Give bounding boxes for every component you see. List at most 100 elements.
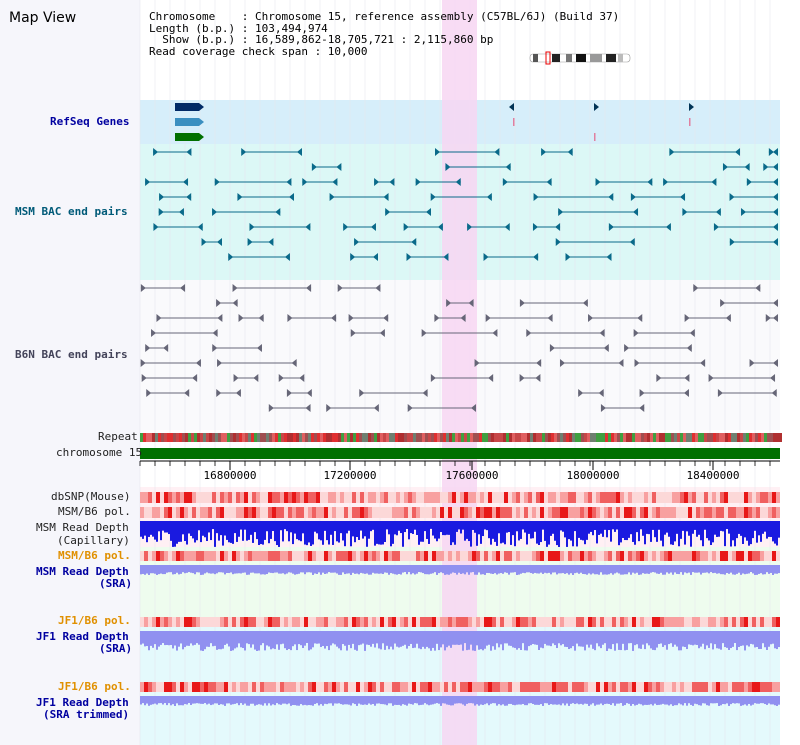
depth-bar <box>290 696 292 706</box>
heat-cell <box>504 492 508 503</box>
heat-cell <box>304 507 308 518</box>
depth-bar <box>144 565 146 575</box>
depth-bar <box>294 565 296 575</box>
heat-cell <box>524 507 528 518</box>
depth-bar <box>266 696 268 706</box>
depth-bar <box>494 521 496 542</box>
heat-cell <box>696 507 700 518</box>
repeat-segment <box>464 433 467 442</box>
heat-cell <box>512 492 516 503</box>
depth-bar <box>654 631 656 651</box>
depth-bar <box>566 565 568 574</box>
depth-bar <box>210 565 212 574</box>
heat-cell <box>488 507 492 518</box>
repeat-segment <box>554 433 557 442</box>
heat-cell <box>236 551 240 561</box>
depth-bar <box>752 696 754 705</box>
track-label-refseq[interactable]: RefSeq Genes <box>50 115 130 128</box>
repeat-segment <box>383 433 386 442</box>
depth-bar <box>750 696 752 706</box>
heat-cell <box>708 492 712 503</box>
heat-cell <box>612 507 616 518</box>
track-label-b6n-bac[interactable]: B6N BAC end pairs <box>15 348 128 361</box>
depth-bar <box>408 631 410 647</box>
depth-bar <box>286 696 288 705</box>
depth-bar <box>450 521 452 546</box>
track-label-msm-bac[interactable]: MSM BAC end pairs <box>15 205 128 218</box>
depth-bar <box>182 696 184 706</box>
depth-bar <box>162 565 164 575</box>
depth-bar <box>360 521 362 531</box>
depth-bar <box>540 631 542 648</box>
heat-cell <box>420 617 424 627</box>
depth-bar <box>390 696 392 704</box>
depth-bar <box>666 696 668 705</box>
repeat-segment <box>545 433 548 442</box>
heat-cell <box>344 617 348 627</box>
depth-bar <box>252 696 254 704</box>
heat-cell <box>160 682 164 692</box>
depth-bar <box>212 696 214 705</box>
depth-bar <box>444 565 446 575</box>
depth-bar <box>452 521 454 543</box>
bac-end-arrow <box>426 208 432 216</box>
depth-bar <box>656 521 658 542</box>
depth-bar <box>172 521 174 547</box>
bac-end-arrow <box>197 223 203 231</box>
bac-end-arrow <box>693 284 699 292</box>
depth-bar <box>282 631 284 644</box>
heat-cell <box>568 507 572 518</box>
heat-cell <box>148 492 152 503</box>
heat-cell <box>432 507 436 518</box>
b6n-bac-features[interactable] <box>140 284 778 412</box>
bac-end-arrow <box>375 284 381 292</box>
heat-cell <box>504 551 508 561</box>
depth-bar <box>404 565 406 573</box>
depth-bar <box>578 565 580 574</box>
repeat-segment <box>548 433 551 442</box>
repeat-segment <box>233 433 236 442</box>
repeat-segment <box>401 433 404 442</box>
heat-cell <box>456 617 460 627</box>
heat-cell <box>588 617 592 627</box>
depth-bar <box>476 565 478 575</box>
refseq-gene-marks[interactable] <box>509 103 694 141</box>
heat-cell <box>560 492 564 503</box>
depth-bar <box>444 696 446 704</box>
heat-cell <box>752 617 756 627</box>
bac-end-arrow <box>407 404 413 412</box>
depth-bar <box>386 521 388 530</box>
depth-bar <box>312 521 314 545</box>
depth-bar <box>212 631 214 647</box>
heat-cell <box>656 617 660 627</box>
heat-cell <box>656 507 660 518</box>
bac-end-arrow <box>720 299 726 307</box>
heat-cell <box>140 682 144 692</box>
heat-cell <box>332 492 336 503</box>
depth-bar <box>216 565 218 574</box>
heat-cell <box>672 507 676 518</box>
heat-cell <box>316 492 320 503</box>
depth-bar <box>356 565 358 574</box>
depth-bar <box>448 521 450 535</box>
depth-bar <box>526 521 528 545</box>
heat-cell <box>228 617 232 627</box>
depth-bar <box>310 631 312 650</box>
depth-bar <box>266 631 268 646</box>
depth-bar <box>696 696 698 705</box>
chromosome-ideogram[interactable] <box>529 51 631 65</box>
heat-cell <box>240 551 244 561</box>
heat-cell <box>220 551 224 561</box>
bac-end-arrow <box>494 148 500 156</box>
heat-cell <box>280 551 284 561</box>
heat-cell <box>484 551 488 561</box>
msm-bac-features[interactable] <box>145 148 778 261</box>
depth-bar <box>766 696 768 705</box>
depth-bar <box>708 565 710 574</box>
depth-bar <box>592 631 594 649</box>
depth-bar <box>258 521 260 545</box>
depth-bar <box>454 631 456 645</box>
heat-cell <box>768 682 772 692</box>
depth-bar <box>394 631 396 644</box>
